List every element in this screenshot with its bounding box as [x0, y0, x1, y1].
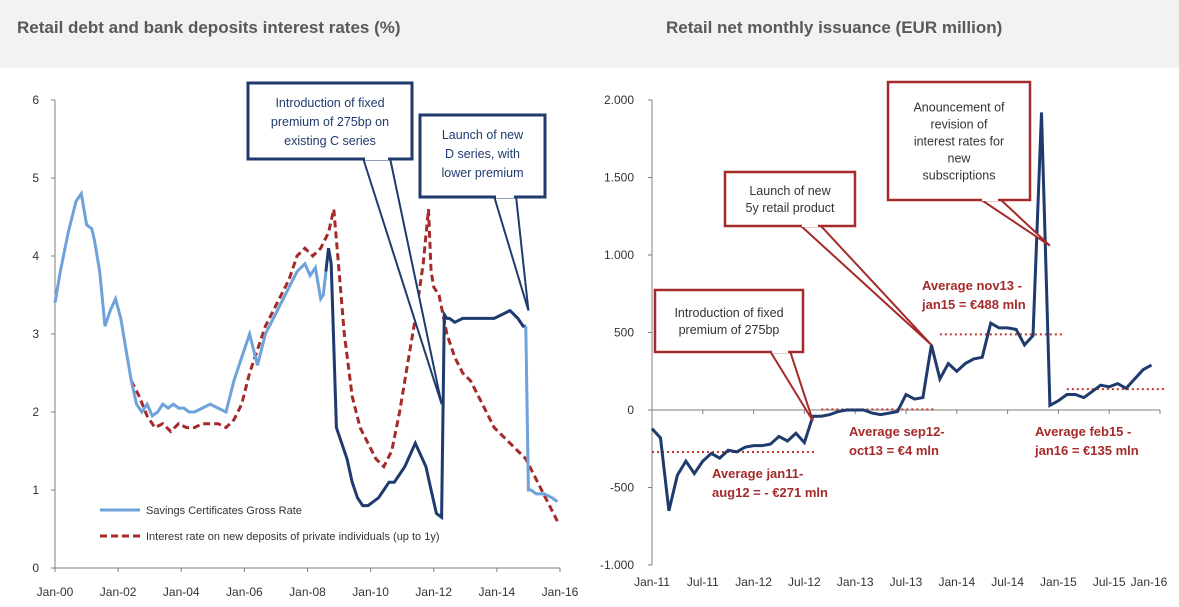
x-tick-label: Jul-15	[1093, 575, 1126, 589]
x-tick-label: Jan-16	[1131, 575, 1168, 589]
net-issuance-line	[650, 112, 1153, 512]
callout-box	[418, 113, 547, 199]
y-tick-label: -1.000	[600, 558, 634, 572]
callout-text: interest rates for	[914, 135, 1004, 149]
callout-pointer	[976, 198, 1051, 247]
y-tick-label: 0	[32, 561, 39, 575]
callout-box	[653, 288, 805, 354]
y-tick-label: 1.500	[604, 171, 634, 185]
x-tick-label: Jul-12	[788, 575, 821, 589]
average-label: Average feb15 -	[1035, 424, 1131, 439]
y-tick-label: 0	[627, 403, 634, 417]
x-tick-label: Jan-00	[37, 585, 74, 599]
y-tick-label: 2.000	[604, 93, 634, 107]
y-tick-label: 500	[614, 326, 634, 340]
savings-rate-line-tail	[524, 326, 559, 503]
callout-text: Anouncement of	[913, 101, 1005, 115]
callout-text: D series, with	[445, 147, 520, 161]
x-tick-label: Jan-12	[735, 575, 772, 589]
deposit-rate-line	[129, 208, 559, 522]
x-tick-label: Jan-14	[938, 575, 975, 589]
callout-text: premium of 275bp	[679, 323, 780, 337]
average-label: Average nov13 -	[922, 278, 1022, 293]
callout-text: Launch of new	[749, 184, 831, 198]
y-tick-label: 4	[32, 249, 39, 263]
average-label: oct13 = €4 mln	[849, 443, 939, 458]
callout-text: Launch of new	[442, 128, 524, 142]
header-band	[0, 0, 1179, 68]
callout-text: Introduction of fixed	[275, 96, 384, 110]
y-tick-label: -500	[610, 481, 634, 495]
x-tick-label: Jan-14	[479, 585, 516, 599]
x-tick-label: Jan-10	[352, 585, 389, 599]
x-tick-label: Jan-11	[634, 575, 670, 589]
callout-text: Introduction of fixed	[674, 306, 783, 320]
y-tick-label: 6	[32, 93, 39, 107]
x-tick-label: Jan-12	[415, 585, 452, 599]
callout-pointer	[797, 224, 933, 346]
callout-text: 5y retail product	[746, 201, 835, 215]
average-label: jan16 = €135 mln	[1034, 443, 1139, 458]
y-tick-label: 5	[32, 171, 39, 185]
callout-text: subscriptions	[923, 169, 996, 183]
callout-text: revision of	[931, 118, 988, 132]
right-chart-title: Retail net monthly issuance (EUR million…	[666, 18, 1003, 37]
y-tick-label: 3	[32, 327, 39, 341]
x-tick-label: Jul-11	[687, 575, 719, 589]
legend-label-deposits: Interest rate on new deposits of private…	[146, 531, 440, 543]
x-tick-label: Jan-13	[837, 575, 874, 589]
y-tick-label: 1.000	[604, 248, 634, 262]
x-tick-label: Jan-15	[1040, 575, 1077, 589]
callout-text: new	[948, 152, 972, 166]
callout-box	[723, 170, 857, 228]
x-tick-label: Jan-06	[226, 585, 263, 599]
callout-text: premium of 275bp on	[271, 115, 389, 129]
callout-box	[246, 81, 414, 161]
callout-text: lower premium	[442, 166, 524, 180]
y-tick-label: 1	[32, 483, 39, 497]
callout-box	[886, 80, 1032, 202]
x-tick-label: Jan-16	[542, 585, 579, 599]
average-label: aug12 = - €271 mln	[712, 485, 828, 500]
x-tick-label: Jul-13	[890, 575, 923, 589]
legend-label-savings: Savings Certificates Gross Rate	[146, 505, 302, 517]
y-tick-label: 2	[32, 405, 39, 419]
average-label: Average jan11-	[712, 466, 803, 481]
x-tick-label: Jul-14	[991, 575, 1024, 589]
x-tick-label: Jan-04	[163, 585, 200, 599]
callout-text: existing C series	[284, 134, 376, 148]
average-label: Average sep12-	[849, 424, 945, 439]
savings-rate-line-dark	[324, 247, 526, 521]
x-tick-label: Jan-08	[289, 585, 326, 599]
average-label: jan15 = €488 mln	[921, 297, 1026, 312]
x-tick-label: Jan-02	[100, 585, 137, 599]
savings-rate-line	[53, 189, 328, 419]
left-chart-title: Retail debt and bank deposits interest r…	[17, 18, 401, 37]
